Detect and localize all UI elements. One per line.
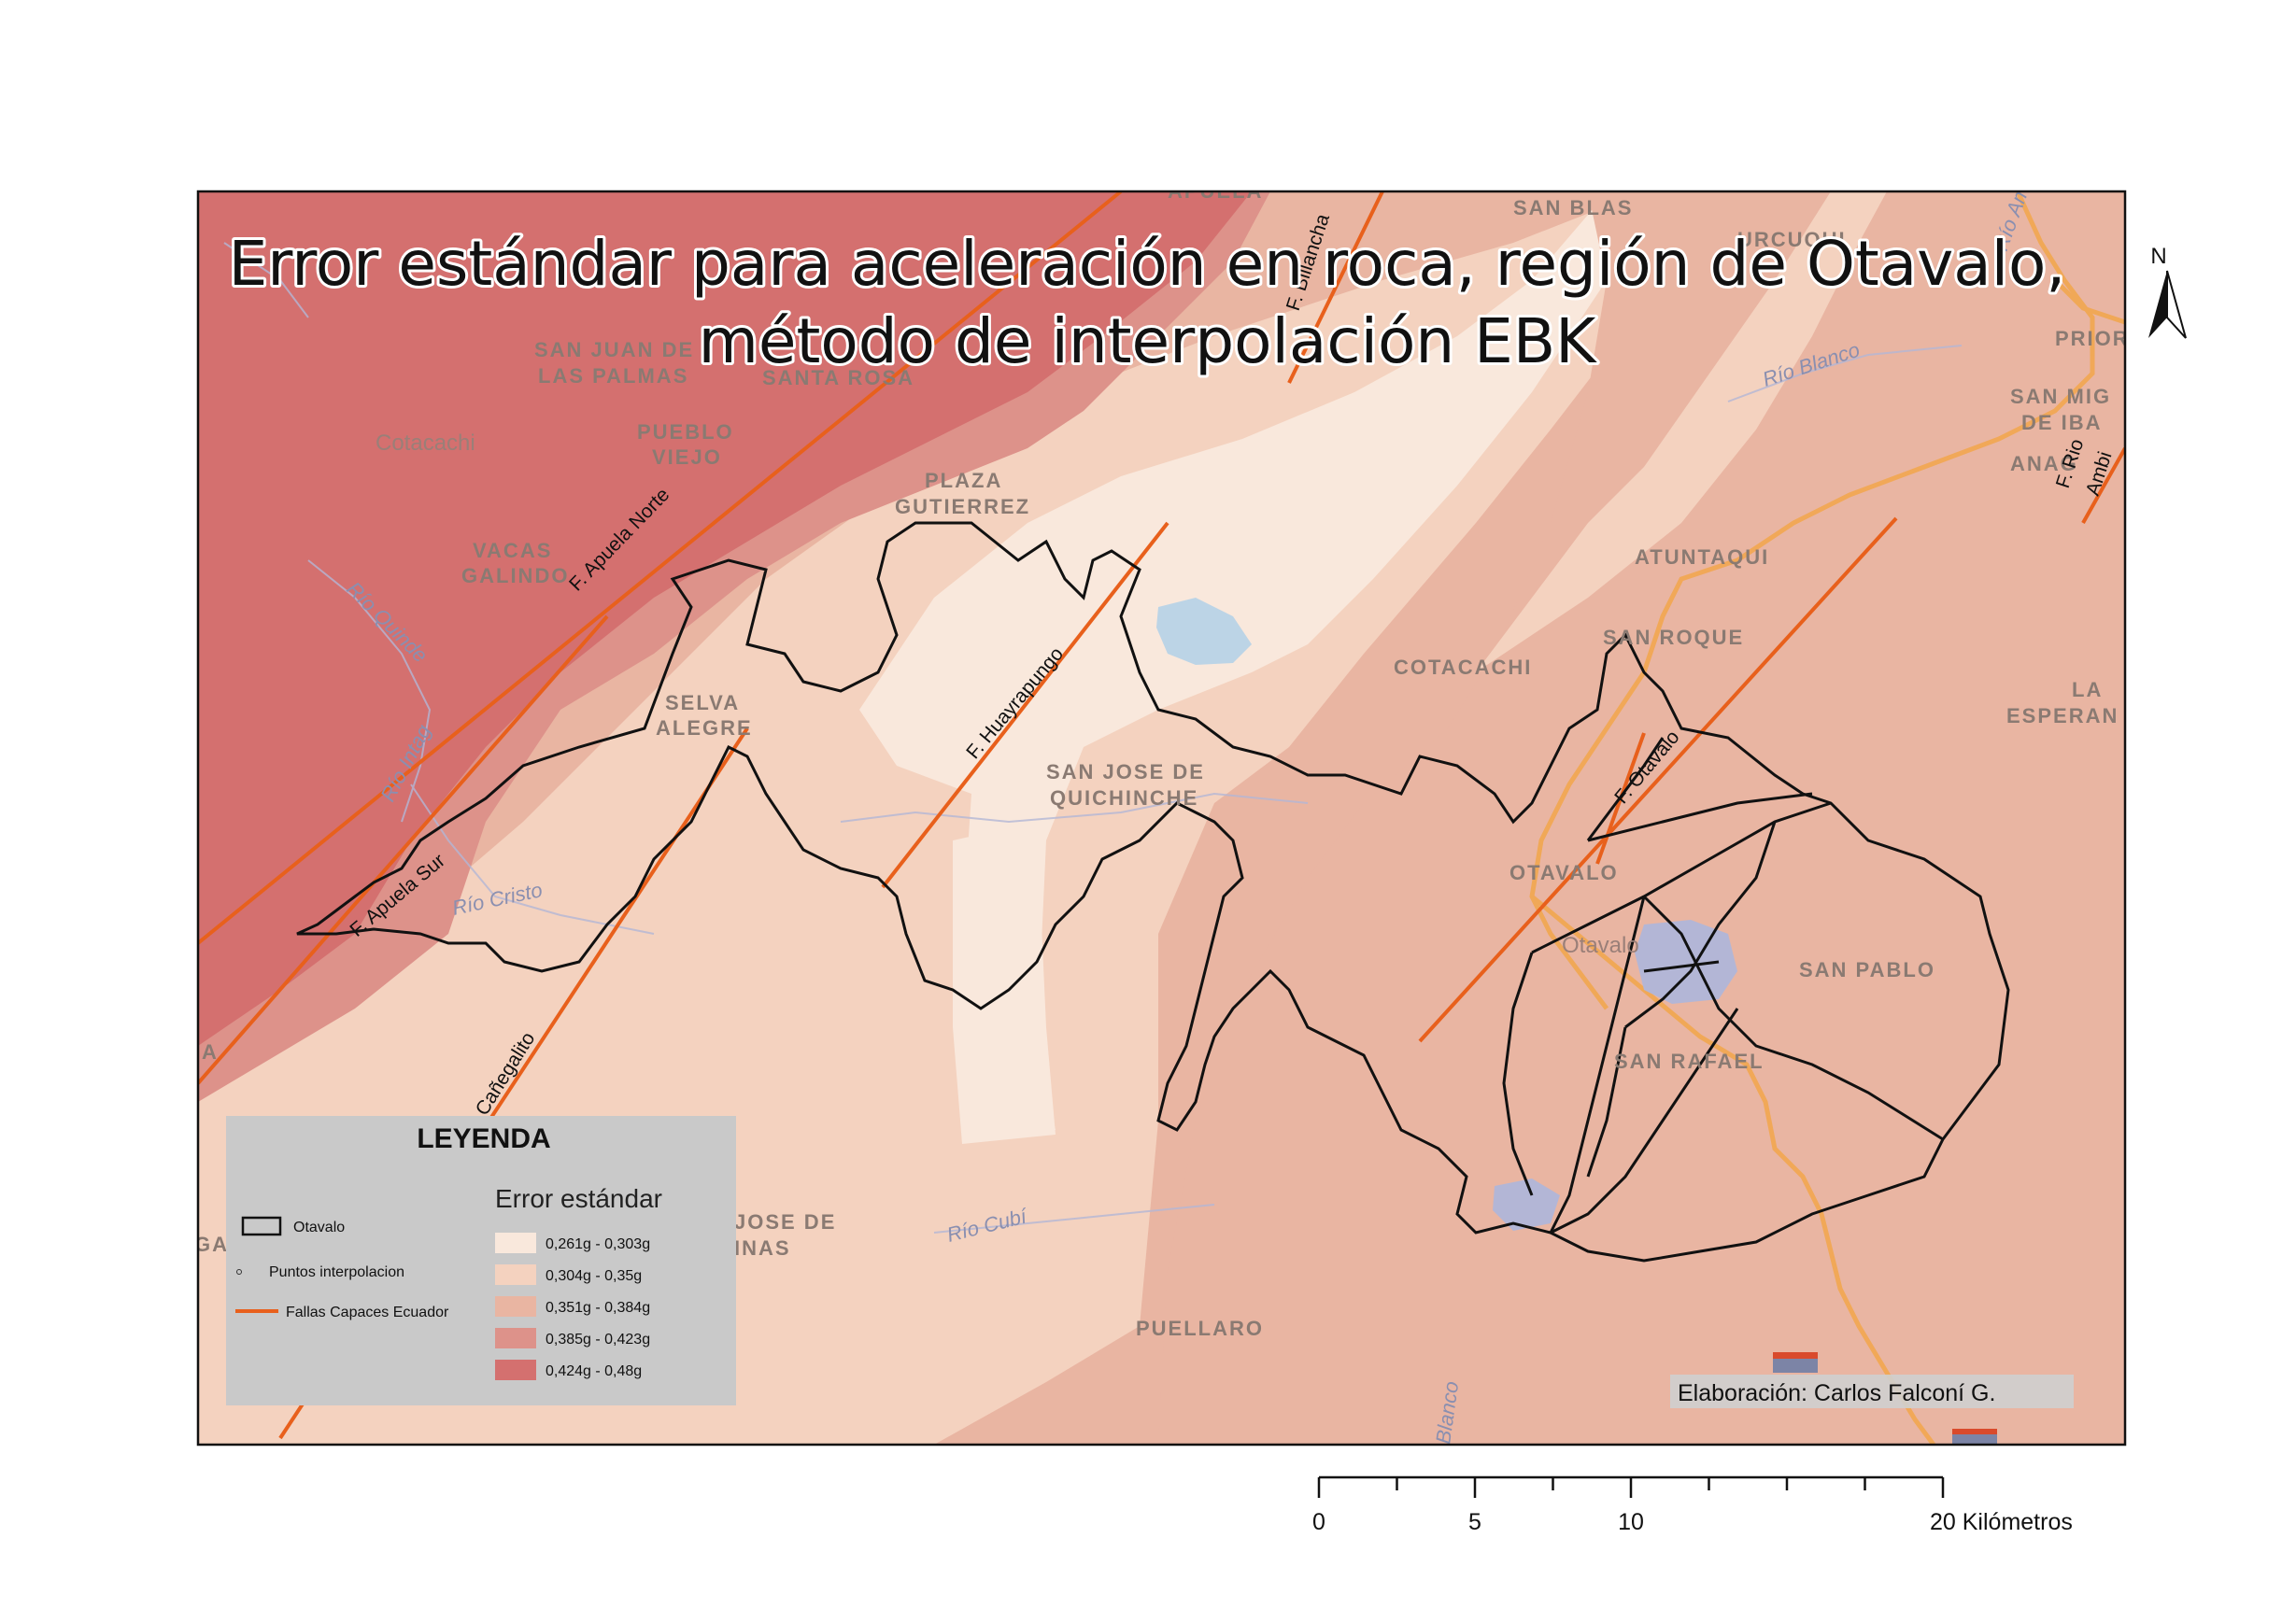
- place-san-rafael: SAN RAFAEL: [1614, 1050, 1765, 1073]
- legend-points-label: Puntos interpolacion: [269, 1264, 404, 1280]
- scale-label-0: 0: [1312, 1509, 1325, 1535]
- place-pueblo-viejo-1: PUEBLO: [637, 420, 734, 444]
- rivers-layer: [223, 242, 1963, 1234]
- place-priora: PRIORA: [2055, 327, 2147, 350]
- place-otavalo-town: OTAVALO: [1509, 861, 1619, 884]
- roads-layer: [1529, 191, 2125, 1445]
- zone-0351-east: [1158, 191, 2125, 1445]
- place-vacas-2: GALINDO: [461, 564, 569, 587]
- credit-box: [1670, 1375, 2074, 1408]
- north-arrow-icon: [2148, 271, 2167, 338]
- place-apuela: APUELA: [1168, 179, 1263, 203]
- place-puellaro: PUELLARO: [1136, 1317, 1264, 1340]
- legend-class-label: 0,304g - 0,35g: [546, 1268, 642, 1284]
- place-santa-rosa: SANTA ROSA: [762, 366, 914, 389]
- place-quichinche-1: SAN JOSE DE: [1046, 760, 1205, 783]
- zone-0424: [198, 191, 1252, 1046]
- north-arrow: N: [2148, 244, 2187, 339]
- legend-class-swatch: [495, 1233, 536, 1253]
- cuicocha-lake: [1156, 598, 1252, 665]
- place-san-miguel-1: SAN MIG: [2010, 385, 2111, 408]
- legend-class-label: 0,351g - 0,384g: [546, 1300, 650, 1316]
- legend: LEYENDA Error estándar Otavalo Puntos in…: [226, 1116, 736, 1405]
- legend-class-swatch: [495, 1328, 536, 1348]
- place-san-juan-1: SAN JUAN DE: [534, 338, 694, 361]
- place-selva-2: ALEGRE: [656, 716, 753, 740]
- scale-label-10: 10: [1618, 1509, 1644, 1535]
- place-plaza-2: GUTIERREZ: [895, 495, 1030, 518]
- legend-subtitle: Error estándar: [495, 1184, 662, 1213]
- place-jose-de-2: INAS: [734, 1236, 791, 1260]
- place-san-pablo: SAN PABLO: [1799, 958, 1935, 981]
- zone-0261-south: [953, 822, 1056, 1144]
- small-lake: [1493, 1178, 1560, 1231]
- road-shields: [1773, 1352, 1997, 1445]
- place-vacas-1: VACAS: [473, 539, 552, 562]
- place-san-miguel-2: DE IBA: [2021, 411, 2103, 434]
- place-la-esperanza-2: ESPERAN: [2006, 704, 2119, 727]
- scale-label-20: 20 Kilómetros: [1930, 1509, 2073, 1535]
- place-la-esperanza-1: LA: [2072, 678, 2103, 701]
- place-edge-ga: GA: [194, 1233, 229, 1256]
- credit-text: Elaboración: Carlos Falconí G.: [1678, 1380, 1995, 1406]
- legend-class-swatch: [495, 1296, 536, 1317]
- map-title-line2: método de interpolación EBK: [699, 305, 1598, 377]
- place-san-roque: SAN ROQUE: [1603, 626, 1744, 649]
- place-cotacachi-town: COTACACHI: [1394, 656, 1532, 679]
- map-frame: APUELA SAN BLAS URCUQUI SAN JUAN DE LAS …: [194, 179, 2147, 1445]
- legend-box: [226, 1116, 736, 1405]
- san-pablo-lake: [1635, 920, 1737, 1004]
- legend-class-label: 0,424g - 0,48g: [546, 1363, 642, 1379]
- place-urcuqui: URCUQUI: [1737, 228, 1847, 251]
- legend-title: LEYENDA: [417, 1123, 550, 1154]
- legend-otavalo-symbol: [241, 1216, 282, 1236]
- place-san-blas: SAN BLAS: [1513, 196, 1633, 219]
- legend-class-swatch: [495, 1360, 536, 1380]
- otavalo-boundary: [296, 521, 2010, 1263]
- scale-label-5: 5: [1468, 1509, 1481, 1535]
- zone-0304-east: [1476, 191, 1887, 672]
- north-arrow-icon-right: [2166, 270, 2187, 339]
- place-plaza-1: PLAZA: [925, 469, 1002, 492]
- legend-class-label: 0,261g - 0,303g: [546, 1236, 650, 1252]
- scale-bar: 0 5 10 20 Kilómetros: [1312, 1475, 2073, 1535]
- place-san-juan-2: LAS PALMAS: [538, 364, 688, 388]
- legend-points-symbol: [236, 1269, 242, 1275]
- place-edge-a: A: [202, 1040, 219, 1064]
- north-arrow-label: N: [2150, 244, 2166, 269]
- legend-class-label: 0,385g - 0,423g: [546, 1332, 650, 1348]
- map-title-line1: Error estándar para aceleración en roca,…: [229, 228, 2066, 300]
- place-atuntaqui: ATUNTAQUI: [1635, 545, 1769, 569]
- legend-otavalo-label: Otavalo: [293, 1220, 345, 1235]
- place-anaco: ANAG: [2010, 452, 2078, 475]
- place-quichinche-2: QUICHINCHE: [1050, 786, 1198, 810]
- legend-classes: 0,261g - 0,303g 0,304g - 0,35g 0,351g - 0,…: [495, 1233, 650, 1380]
- map-border: [196, 190, 2127, 1447]
- place-labels: APUELA SAN BLAS URCUQUI SAN JUAN DE LAS …: [194, 179, 2147, 1340]
- legend-class-swatch: [495, 1264, 536, 1285]
- legend-faults-label: Fallas Capaces Ecuador: [286, 1305, 449, 1320]
- zone-0261: [859, 191, 1663, 1139]
- place-pueblo-viejo-2: VIEJO: [652, 445, 722, 469]
- place-otavalo-area: Otavalo: [1562, 933, 1639, 958]
- lakes-layer: [1156, 598, 1737, 1231]
- place-cotacachi-area: Cotacachi: [376, 430, 475, 456]
- place-jose-de-1: JOSE DE: [734, 1210, 836, 1234]
- place-selva-1: SELVA: [665, 691, 740, 714]
